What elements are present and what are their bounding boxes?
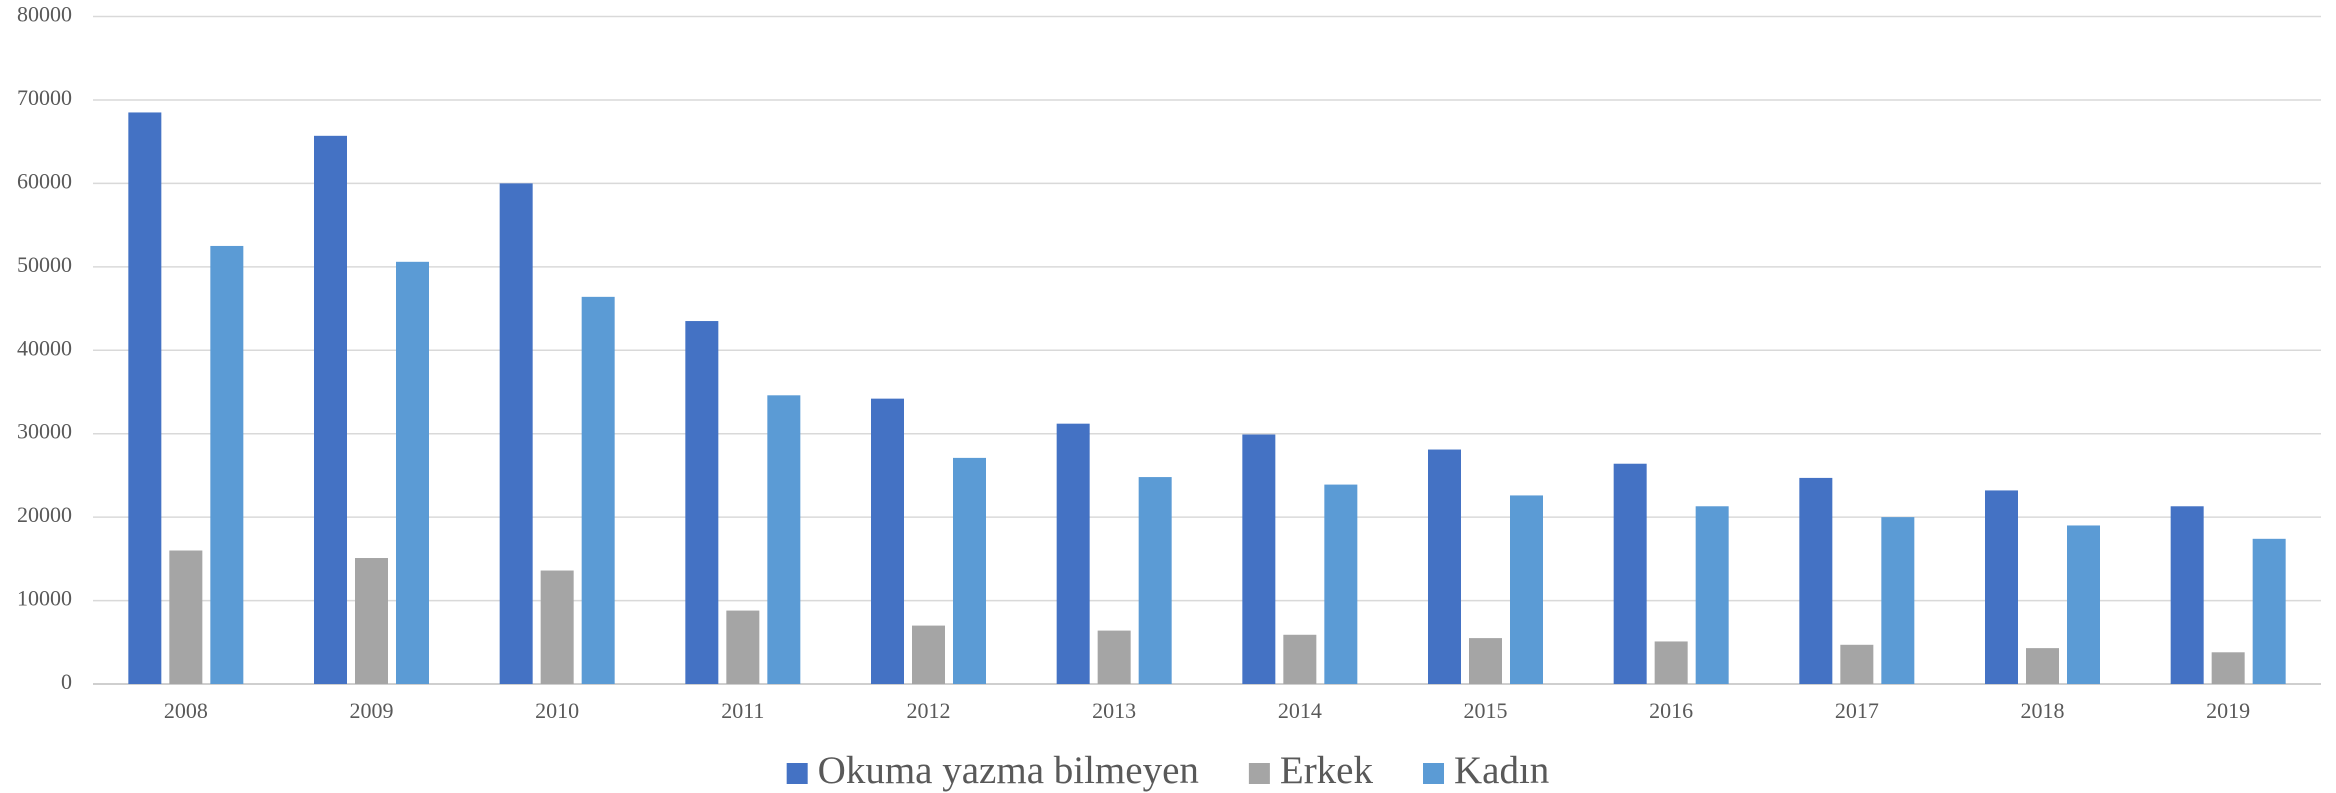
bar xyxy=(1056,423,1090,684)
legend-label: Kadın xyxy=(1454,749,1549,792)
bar xyxy=(396,261,429,684)
y-tick-label: 20000 xyxy=(17,502,72,527)
x-tick-label: 2010 xyxy=(535,698,579,723)
bar xyxy=(1283,634,1317,684)
bar xyxy=(1097,630,1131,684)
x-tick-label: 2009 xyxy=(350,698,394,723)
x-tick-label: 2008 xyxy=(164,698,208,723)
bar xyxy=(1799,477,1833,684)
bar xyxy=(355,558,388,684)
x-tick-label: 2017 xyxy=(1835,698,1879,723)
bar xyxy=(169,550,203,684)
bar xyxy=(1428,449,1461,684)
bar xyxy=(581,296,615,684)
bar xyxy=(726,610,760,684)
x-tick-label: 2015 xyxy=(1464,698,1508,723)
x-tick-label: 2016 xyxy=(1649,698,1693,723)
bar xyxy=(1324,484,1358,684)
bar xyxy=(871,398,904,684)
bar xyxy=(685,321,719,684)
bar xyxy=(1510,495,1543,684)
bar xyxy=(1881,517,1915,684)
bar xyxy=(128,112,162,684)
bar xyxy=(2211,652,2245,684)
bar xyxy=(912,625,945,684)
bar xyxy=(2252,538,2286,684)
y-tick-label: 10000 xyxy=(17,586,72,611)
y-tick-label: 40000 xyxy=(17,335,72,360)
bar xyxy=(2026,648,2059,684)
bar xyxy=(1654,641,1688,684)
y-tick-label: 80000 xyxy=(17,2,72,27)
bar xyxy=(767,395,801,684)
legend-swatch xyxy=(786,763,808,784)
bar xyxy=(1840,644,1874,684)
bar xyxy=(1242,434,1276,684)
y-tick-label: 30000 xyxy=(17,419,72,444)
legend-label: Okuma yazma bilmeyen xyxy=(818,749,1199,792)
bar xyxy=(540,570,574,684)
bar xyxy=(1695,506,1729,684)
x-tick-label: 2019 xyxy=(2206,698,2250,723)
bar xyxy=(1985,490,2018,684)
x-tick-label: 2011 xyxy=(721,698,764,723)
x-tick-label: 2018 xyxy=(2021,698,2065,723)
bar xyxy=(1138,477,1172,684)
legend-swatch xyxy=(1248,763,1270,784)
x-tick-label: 2013 xyxy=(1092,698,1136,723)
y-tick-label: 70000 xyxy=(17,85,72,110)
bar xyxy=(314,135,347,685)
bar xyxy=(210,245,244,684)
legend-label: Erkek xyxy=(1280,749,1374,792)
bar xyxy=(1469,638,1502,684)
bar xyxy=(2067,525,2100,684)
bar xyxy=(499,183,533,684)
x-tick-label: 2012 xyxy=(907,698,951,723)
y-tick-label: 0 xyxy=(61,669,72,694)
legend-swatch xyxy=(1423,763,1445,784)
bar xyxy=(2170,506,2204,684)
bar xyxy=(953,457,986,684)
bar xyxy=(1613,463,1647,684)
x-tick-label: 2014 xyxy=(1278,698,1322,723)
y-tick-label: 60000 xyxy=(17,168,72,193)
y-tick-label: 50000 xyxy=(17,252,72,277)
